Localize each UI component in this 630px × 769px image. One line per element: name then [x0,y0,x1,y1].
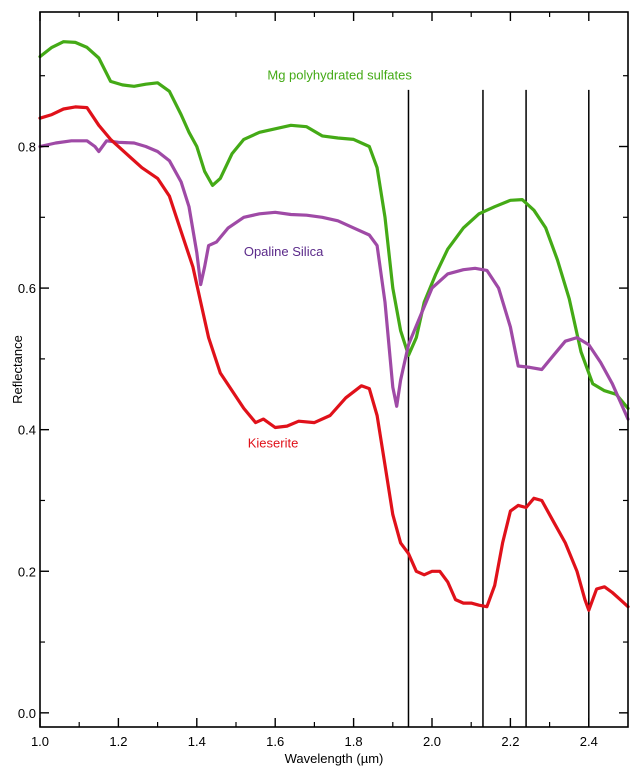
series-label: Kieserite [248,435,299,450]
y-tick-label: 0.2 [18,564,36,579]
series-labels: Mg polyhydrated sulfates Opaline Silica Ki… [244,67,413,450]
y-axis-ticks: 0.0 0.2 0.4 0.6 0.8 [18,75,628,721]
y-tick-label: 0.8 [18,140,36,155]
absorption-marker-lines [407,89,590,727]
x-tick-label: 2.2 [501,734,519,749]
series-line-opaline-silica [38,139,630,421]
series-line-mg-polyhydrated-sulfates [38,40,630,410]
y-tick-label: 0.6 [18,281,36,296]
x-tick-label: 2.4 [580,734,598,749]
x-tick-label: 1.8 [345,734,363,749]
series-line-kieserite [38,105,630,612]
spectra-series [38,40,630,612]
x-tick-label: 1.0 [31,734,49,749]
x-tick-label: 1.4 [188,734,206,749]
axes [39,11,629,728]
plot-frame [39,11,629,728]
series-label: Mg polyhydrated sulfates [267,67,412,82]
x-axis-title: Wavelength (µm) [285,751,384,766]
x-tick-label: 1.6 [266,734,284,749]
y-axis-title: Reflectance [10,335,25,404]
y-tick-label: 0.0 [18,706,36,721]
x-axis-ticks: 1.0 1.2 1.4 1.6 1.8 2.0 2.2 2.4 [31,12,598,749]
x-tick-label: 1.2 [109,734,127,749]
x-tick-label: 2.0 [423,734,441,749]
y-tick-label: 0.4 [18,423,36,438]
series-label: Opaline Silica [244,244,324,259]
